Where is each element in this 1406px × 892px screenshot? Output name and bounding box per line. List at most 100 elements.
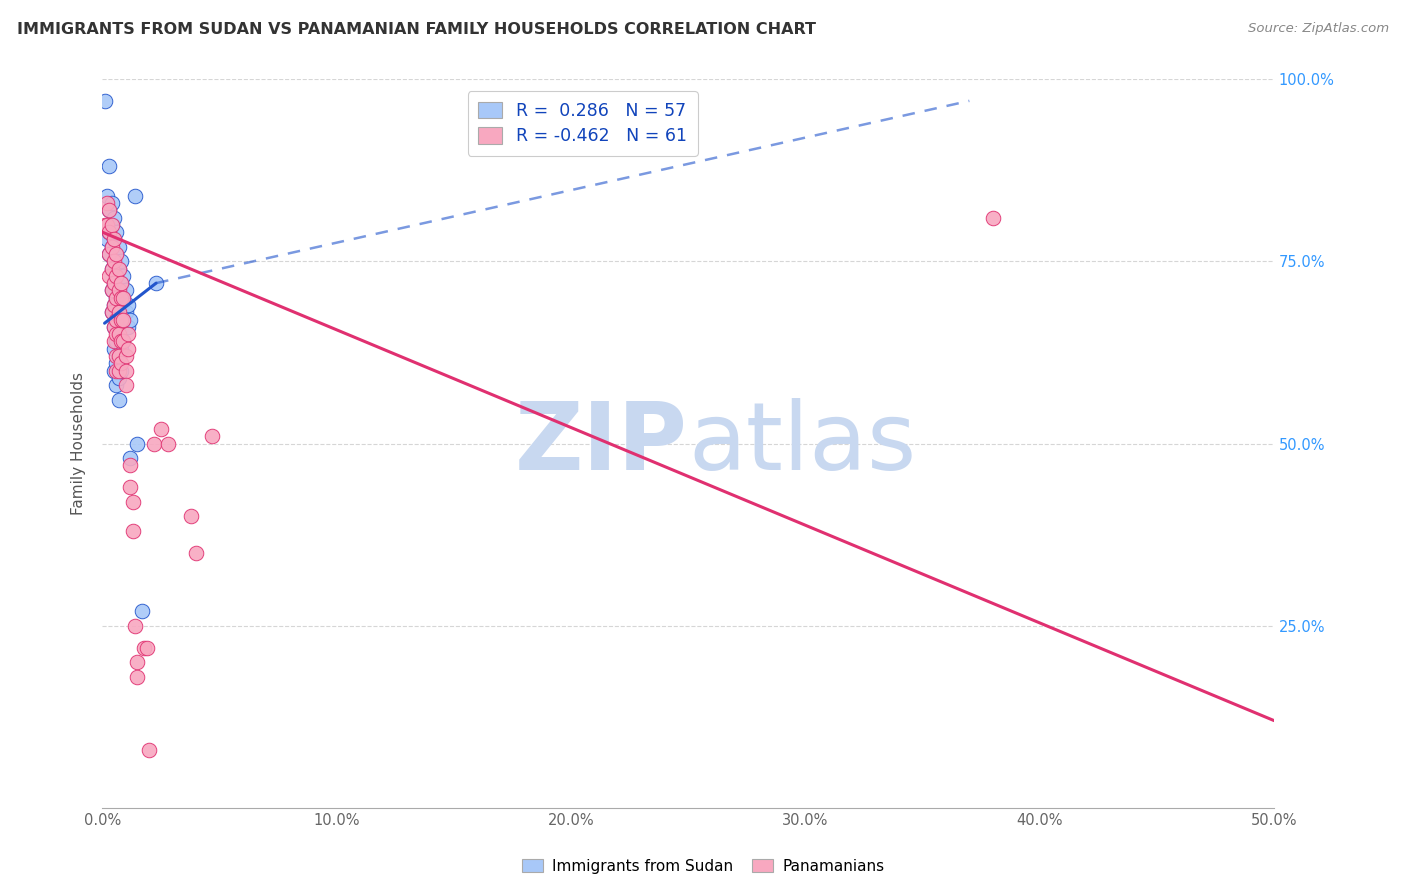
Point bbox=[103, 232, 125, 246]
Point bbox=[100, 218, 122, 232]
Point bbox=[110, 334, 132, 349]
Point bbox=[112, 291, 135, 305]
Point bbox=[124, 188, 146, 202]
Point bbox=[135, 640, 157, 655]
Point bbox=[103, 276, 125, 290]
Point bbox=[105, 312, 128, 326]
Point bbox=[156, 436, 179, 450]
Point bbox=[105, 356, 128, 370]
Legend: Immigrants from Sudan, Panamanians: Immigrants from Sudan, Panamanians bbox=[516, 853, 890, 880]
Point bbox=[127, 670, 149, 684]
Point bbox=[105, 363, 128, 377]
Point bbox=[93, 94, 115, 108]
Point bbox=[105, 291, 128, 305]
Point bbox=[110, 363, 132, 377]
Point bbox=[98, 247, 121, 261]
Point bbox=[107, 240, 129, 254]
Point bbox=[114, 363, 136, 377]
Text: IMMIGRANTS FROM SUDAN VS PANAMANIAN FAMILY HOUSEHOLDS CORRELATION CHART: IMMIGRANTS FROM SUDAN VS PANAMANIAN FAMI… bbox=[17, 22, 815, 37]
Point bbox=[107, 284, 129, 298]
Point bbox=[138, 743, 160, 757]
Point bbox=[107, 363, 129, 377]
Point bbox=[107, 392, 129, 407]
Point bbox=[110, 356, 132, 370]
Point bbox=[100, 261, 122, 276]
Point bbox=[117, 327, 139, 342]
Point bbox=[110, 276, 132, 290]
Point bbox=[110, 342, 132, 356]
Point bbox=[105, 225, 128, 239]
Point bbox=[105, 268, 128, 283]
Point bbox=[105, 327, 128, 342]
Point bbox=[103, 276, 125, 290]
Y-axis label: Family Households: Family Households bbox=[72, 372, 86, 515]
Point bbox=[112, 312, 135, 326]
Point bbox=[110, 298, 132, 312]
Point bbox=[120, 480, 142, 494]
Point bbox=[103, 232, 125, 246]
Point bbox=[112, 291, 135, 305]
Point bbox=[117, 298, 139, 312]
Point bbox=[103, 319, 125, 334]
Point bbox=[100, 305, 122, 319]
Point bbox=[105, 312, 128, 326]
Point bbox=[107, 261, 129, 276]
Point bbox=[100, 261, 122, 276]
Point bbox=[121, 524, 143, 538]
Point bbox=[112, 334, 135, 349]
Text: ZIP: ZIP bbox=[515, 398, 688, 490]
Point bbox=[100, 240, 122, 254]
Point bbox=[105, 268, 128, 283]
Point bbox=[100, 305, 122, 319]
Point bbox=[96, 195, 118, 210]
Point bbox=[110, 276, 132, 290]
Point bbox=[93, 218, 115, 232]
Point bbox=[103, 334, 125, 349]
Point bbox=[107, 305, 129, 319]
Point bbox=[105, 349, 128, 363]
Point bbox=[105, 247, 128, 261]
Point bbox=[124, 619, 146, 633]
Point bbox=[100, 218, 122, 232]
Point bbox=[103, 298, 125, 312]
Point bbox=[134, 640, 156, 655]
Point bbox=[105, 334, 128, 349]
Point bbox=[145, 276, 167, 290]
Point bbox=[107, 284, 129, 298]
Point bbox=[107, 349, 129, 363]
Point bbox=[180, 509, 202, 524]
Point bbox=[103, 254, 125, 268]
Text: Source: ZipAtlas.com: Source: ZipAtlas.com bbox=[1249, 22, 1389, 36]
Point bbox=[107, 261, 129, 276]
Point bbox=[100, 284, 122, 298]
Point bbox=[103, 342, 125, 356]
Point bbox=[96, 232, 118, 246]
Point bbox=[103, 298, 125, 312]
Point bbox=[110, 319, 132, 334]
Point bbox=[117, 319, 139, 334]
Point bbox=[112, 268, 135, 283]
Point bbox=[184, 546, 207, 560]
Point bbox=[98, 225, 121, 239]
Point bbox=[120, 451, 142, 466]
Point bbox=[112, 312, 135, 326]
Point bbox=[105, 291, 128, 305]
Point bbox=[96, 188, 118, 202]
Point bbox=[121, 495, 143, 509]
Point bbox=[100, 284, 122, 298]
Point bbox=[103, 211, 125, 225]
Legend: R =  0.286   N = 57, R = -0.462   N = 61: R = 0.286 N = 57, R = -0.462 N = 61 bbox=[468, 91, 697, 155]
Point bbox=[114, 349, 136, 363]
Point bbox=[149, 422, 172, 436]
Point bbox=[981, 211, 1004, 225]
Point bbox=[110, 254, 132, 268]
Point bbox=[103, 254, 125, 268]
Point bbox=[112, 334, 135, 349]
Point bbox=[100, 240, 122, 254]
Point bbox=[114, 305, 136, 319]
Point bbox=[103, 319, 125, 334]
Point bbox=[142, 436, 165, 450]
Point bbox=[131, 604, 153, 618]
Point bbox=[105, 378, 128, 392]
Point bbox=[100, 195, 122, 210]
